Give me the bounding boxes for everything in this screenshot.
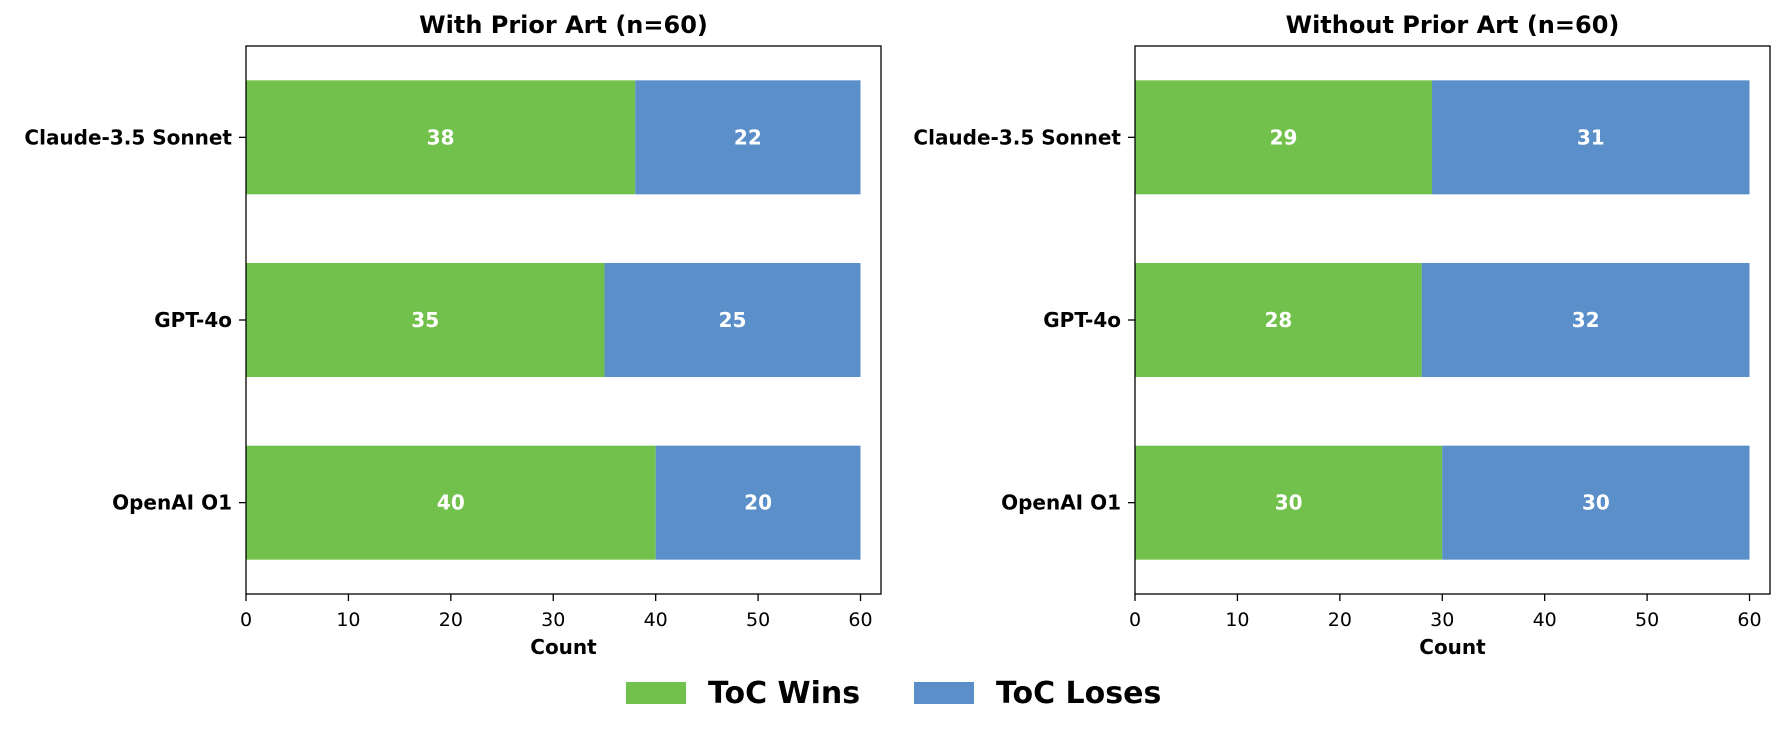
bar-value-label: 22 (734, 125, 762, 149)
x-tick-label: 10 (1225, 609, 1249, 631)
bar-value-label: 31 (1577, 125, 1605, 149)
plot-frame (1134, 45, 1771, 595)
x-tick-label: 30 (541, 609, 565, 631)
x-tick-label: 60 (1737, 609, 1761, 631)
bar-loses (604, 263, 861, 377)
x-tick-label: 50 (746, 609, 770, 631)
x-tick-label: 20 (439, 609, 463, 631)
x-tick-label: 40 (1533, 609, 1557, 631)
chart-title: Without Prior Art (n=60) (1286, 11, 1620, 39)
category-label: GPT-4o (1043, 308, 1121, 332)
bar-value-label: 30 (1582, 491, 1610, 515)
chart-panel-1: With Prior Art (n=60) 38 22 Claude-3.5 Sonn… (24, 11, 882, 659)
chart-title: With Prior Art (n=60) (419, 11, 708, 39)
bar-value-label: 20 (744, 491, 772, 515)
bar-value-label: 28 (1264, 308, 1292, 332)
chart-panel-2: Without Prior Art (n=60) 29 31 Claude-3.5 S… (913, 11, 1771, 659)
bar-wins (1135, 445, 1443, 560)
bar-wins (1135, 80, 1433, 195)
bar-value-label: 29 (1270, 125, 1298, 149)
bar-loses (1432, 80, 1750, 195)
bar-loses (1442, 445, 1750, 560)
x-tick-label: 60 (848, 609, 872, 631)
bar-value-label: 30 (1275, 491, 1303, 515)
bar-value-label: 40 (437, 491, 465, 515)
category-label: OpenAI O1 (112, 491, 232, 515)
chart-panels: With Prior Art (n=60) 38 22 Claude-3.5 Sonn… (24, 11, 1771, 659)
bar-wins (1135, 263, 1422, 377)
legend-swatch-wins (626, 682, 686, 704)
category-label: OpenAI O1 (1001, 491, 1121, 515)
legend-swatch-loses (914, 682, 974, 704)
bar-loses (635, 80, 861, 195)
category-label: Claude-3.5 Sonnet (913, 125, 1121, 149)
x-axis-label: Count (530, 635, 597, 659)
legend-label-loses: ToC Loses (996, 676, 1161, 711)
bar-wins (246, 80, 636, 195)
plot-frame (245, 45, 882, 595)
bar-value-label: 38 (427, 125, 455, 149)
bar-wins (246, 263, 605, 377)
bar-loses (1421, 263, 1750, 377)
x-tick-label: 50 (1635, 609, 1659, 631)
x-tick-label: 30 (1430, 609, 1454, 631)
bar-value-label: 32 (1572, 308, 1600, 332)
bar-wins (246, 445, 656, 560)
legend-label-wins: ToC Wins (708, 676, 860, 711)
x-tick-label: 0 (1129, 609, 1141, 631)
category-label: GPT-4o (154, 308, 232, 332)
x-axis-label: Count (1419, 635, 1486, 659)
bar-value-label: 35 (411, 308, 439, 332)
x-tick-label: 20 (1328, 609, 1352, 631)
category-label: Claude-3.5 Sonnet (24, 125, 232, 149)
x-tick-label: 40 (644, 609, 668, 631)
bar-loses (655, 445, 861, 560)
x-tick-label: 0 (240, 609, 252, 631)
legend: ToC Wins ToC Loses (626, 676, 1161, 711)
bar-value-label: 25 (719, 308, 747, 332)
x-tick-label: 10 (336, 609, 360, 631)
